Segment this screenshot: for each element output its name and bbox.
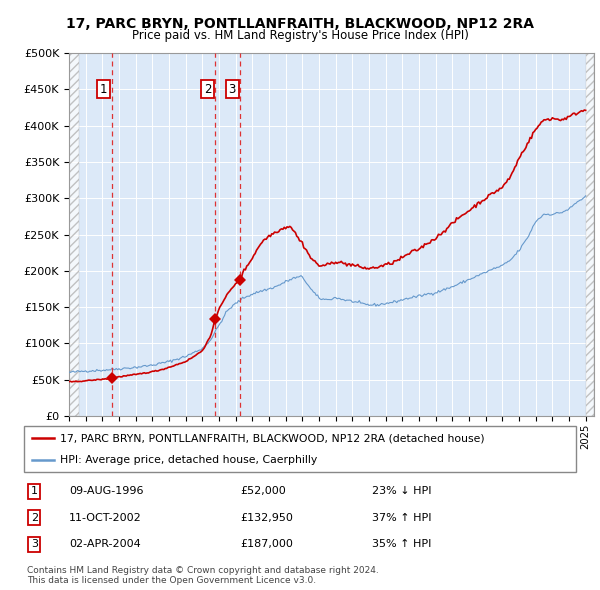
Text: 02-APR-2004: 02-APR-2004 [69, 539, 141, 549]
Text: HPI: Average price, detached house, Caerphilly: HPI: Average price, detached house, Caer… [60, 454, 317, 464]
Text: 2: 2 [31, 513, 38, 523]
Text: 17, PARC BRYN, PONTLLANFRAITH, BLACKWOOD, NP12 2RA (detached house): 17, PARC BRYN, PONTLLANFRAITH, BLACKWOOD… [60, 434, 485, 444]
Text: 1: 1 [100, 83, 107, 96]
Text: £132,950: £132,950 [240, 513, 293, 523]
Text: £187,000: £187,000 [240, 539, 293, 549]
Text: 35% ↑ HPI: 35% ↑ HPI [372, 539, 431, 549]
Text: 3: 3 [31, 539, 38, 549]
Text: Contains HM Land Registry data © Crown copyright and database right 2024.
This d: Contains HM Land Registry data © Crown c… [27, 566, 379, 585]
Text: 17, PARC BRYN, PONTLLANFRAITH, BLACKWOOD, NP12 2RA: 17, PARC BRYN, PONTLLANFRAITH, BLACKWOOD… [66, 17, 534, 31]
Text: 23% ↓ HPI: 23% ↓ HPI [372, 486, 431, 496]
Bar [69, 53, 79, 416]
Text: 3: 3 [229, 83, 236, 96]
Text: 1: 1 [31, 486, 38, 496]
Text: 37% ↑ HPI: 37% ↑ HPI [372, 513, 431, 523]
Bar [586, 53, 594, 416]
Text: 2: 2 [204, 83, 212, 96]
Text: 09-AUG-1996: 09-AUG-1996 [69, 486, 143, 496]
Text: 11-OCT-2002: 11-OCT-2002 [69, 513, 142, 523]
Text: Price paid vs. HM Land Registry's House Price Index (HPI): Price paid vs. HM Land Registry's House … [131, 30, 469, 42]
Text: £52,000: £52,000 [240, 486, 286, 496]
